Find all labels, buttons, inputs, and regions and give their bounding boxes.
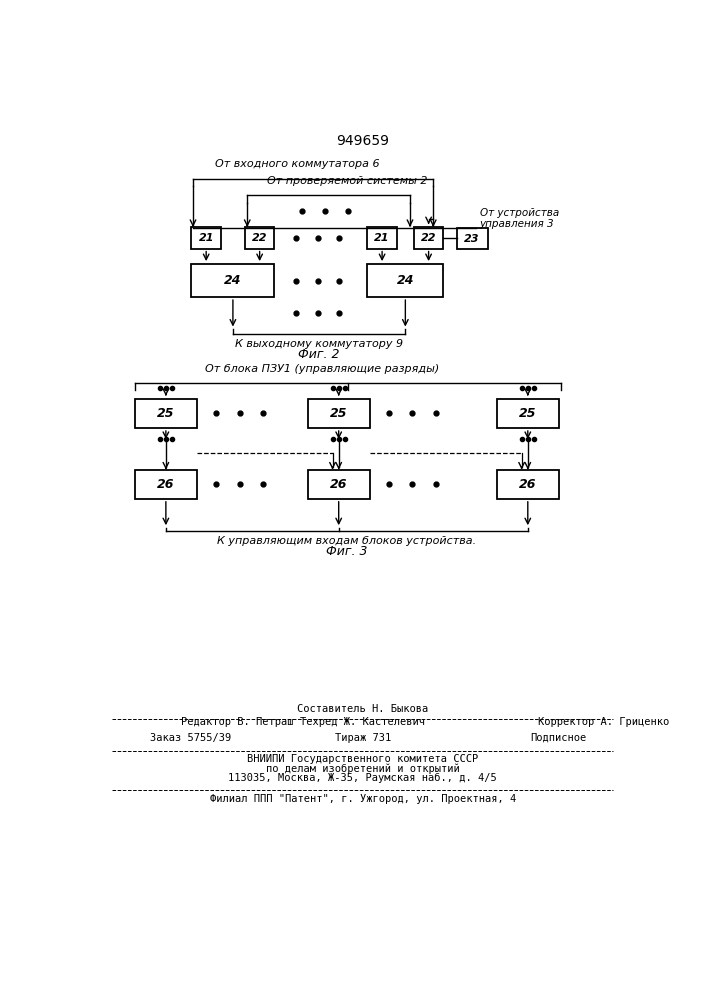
Text: 21: 21: [374, 233, 390, 243]
Text: От входного коммутатора 6: От входного коммутатора 6: [215, 159, 380, 169]
Bar: [192, 264, 274, 297]
Text: От устройства
управления 3: От устройства управления 3: [480, 208, 559, 229]
Bar: [192, 227, 221, 249]
Text: 26: 26: [157, 478, 175, 491]
Text: Фиг. 3: Фиг. 3: [326, 545, 368, 558]
Text: Заказ 5755/39: Заказ 5755/39: [151, 733, 232, 743]
Text: 25: 25: [519, 407, 537, 420]
Text: Составитель Н. Быкова: Составитель Н. Быкова: [297, 704, 428, 714]
Text: Тираж 731: Тираж 731: [334, 733, 391, 743]
Text: Подписное: Подписное: [530, 733, 586, 743]
Bar: [308, 399, 370, 428]
Text: 22: 22: [421, 233, 436, 243]
Text: К управляющим входам блоков устройства.: К управляющим входам блоков устройства.: [217, 536, 477, 546]
Bar: [497, 399, 559, 428]
Bar: [308, 470, 370, 499]
Text: 25: 25: [157, 407, 175, 420]
Text: 22: 22: [252, 233, 267, 243]
Text: 24: 24: [224, 274, 242, 287]
Bar: [135, 470, 197, 499]
Text: 24: 24: [397, 274, 414, 287]
Text: ВНИИПИ Государственного комитета СССР: ВНИИПИ Государственного комитета СССР: [247, 754, 479, 764]
Text: 25: 25: [330, 407, 347, 420]
Text: От проверяемой системы 2: От проверяемой системы 2: [267, 176, 427, 186]
Text: 949659: 949659: [337, 134, 390, 148]
Text: От блока ПЗУ1 (управляющие разряды): От блока ПЗУ1 (управляющие разряды): [204, 364, 439, 374]
Bar: [414, 227, 443, 249]
Text: 113035, Москва, Ж-35, Раумская наб., д. 4/5: 113035, Москва, Ж-35, Раумская наб., д. …: [228, 773, 497, 783]
Text: 21: 21: [199, 233, 214, 243]
Text: Техред Ж. Кастелевич: Техред Ж. Кастелевич: [300, 717, 425, 727]
Bar: [457, 228, 488, 249]
Text: Редактор В. Петраш: Редактор В. Петраш: [182, 717, 294, 727]
Text: 23: 23: [464, 234, 480, 244]
Text: 26: 26: [330, 478, 347, 491]
Text: по делам изобретений и открытий: по делам изобретений и открытий: [266, 763, 460, 774]
Bar: [368, 264, 443, 297]
Bar: [135, 399, 197, 428]
Text: Филиал ППП "Патент", г. Ужгород, ул. Проектная, 4: Филиал ППП "Патент", г. Ужгород, ул. Про…: [209, 794, 516, 804]
Bar: [245, 227, 274, 249]
Text: Корректор А. Гриценко: Корректор А. Гриценко: [538, 717, 669, 727]
Bar: [368, 227, 397, 249]
Bar: [497, 470, 559, 499]
Text: К выходному коммутатору 9: К выходному коммутатору 9: [235, 339, 403, 349]
Text: Фиг. 2: Фиг. 2: [298, 348, 340, 361]
Text: 26: 26: [519, 478, 537, 491]
